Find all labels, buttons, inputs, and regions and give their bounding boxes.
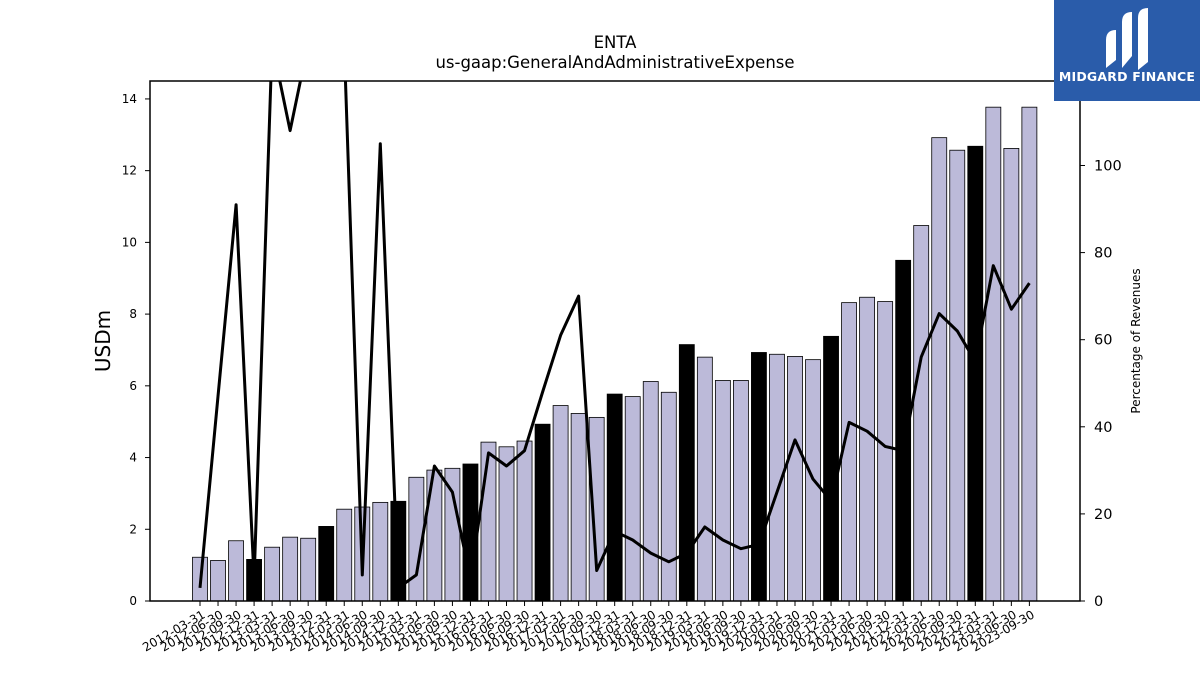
bar xyxy=(714,380,731,602)
chart-title: ENTA xyxy=(594,33,638,52)
bar xyxy=(949,149,966,602)
bar xyxy=(300,537,317,602)
y-tick-label: 8 xyxy=(129,307,137,321)
y-tick-label: 14 xyxy=(122,92,137,106)
y-tick-label: 6 xyxy=(129,379,137,393)
y2-tick-label: 20 xyxy=(1094,507,1112,523)
y2-tick-label: 80 xyxy=(1094,246,1112,262)
bar xyxy=(751,352,767,602)
bar xyxy=(642,381,659,602)
midgard-logo-icon xyxy=(1106,8,1148,70)
bar xyxy=(678,344,695,602)
bar xyxy=(877,301,894,602)
y2-tick-label: 100 xyxy=(1094,158,1122,174)
bar xyxy=(372,501,389,602)
bar xyxy=(264,546,281,602)
bar xyxy=(318,526,335,602)
bar xyxy=(210,560,226,602)
y-tick-label: 4 xyxy=(129,451,137,465)
bar xyxy=(696,356,713,602)
bar xyxy=(1003,148,1020,602)
y-tick-label: 10 xyxy=(122,235,137,249)
series-line xyxy=(198,81,1031,590)
bar xyxy=(787,356,803,602)
bar xyxy=(228,540,244,602)
bar xyxy=(931,137,948,602)
bar xyxy=(1021,106,1038,602)
bar-series xyxy=(192,106,1038,602)
bar xyxy=(552,405,569,602)
bar xyxy=(480,441,497,602)
bar xyxy=(913,225,930,602)
bar xyxy=(985,106,1002,602)
bar xyxy=(336,508,353,602)
y-axis-label: USDm xyxy=(91,310,115,372)
y2-tick-label: 0 xyxy=(1094,594,1103,610)
y-tick-label: 12 xyxy=(122,164,137,178)
brand-logo: MIDGARD FINANCE xyxy=(1054,0,1200,101)
bar xyxy=(444,467,461,602)
y-tick-label: 0 xyxy=(129,594,137,608)
bar xyxy=(282,536,299,602)
y2-tick-label: 40 xyxy=(1094,420,1112,436)
bar xyxy=(534,423,551,602)
line-series xyxy=(198,81,1031,590)
bar xyxy=(570,413,587,602)
bar xyxy=(823,335,839,602)
brand-name: MIDGARD FINANCE xyxy=(1058,69,1196,84)
y2-tick-label: 60 xyxy=(1094,333,1112,349)
bar xyxy=(967,145,984,602)
bar xyxy=(624,396,641,602)
bar xyxy=(606,393,623,602)
axes: 024681012140204060801002012-03-312012-06… xyxy=(122,80,1122,654)
y2-axis-label: Percentage of Revenues xyxy=(1129,268,1143,413)
chart-subtitle: us-gaap:GeneralAndAdministrativeExpense xyxy=(435,53,794,72)
bar xyxy=(498,446,515,602)
bar xyxy=(733,380,749,602)
y-tick-label: 2 xyxy=(129,522,137,536)
bar xyxy=(660,391,677,602)
bar xyxy=(516,440,533,602)
bar xyxy=(859,296,876,602)
